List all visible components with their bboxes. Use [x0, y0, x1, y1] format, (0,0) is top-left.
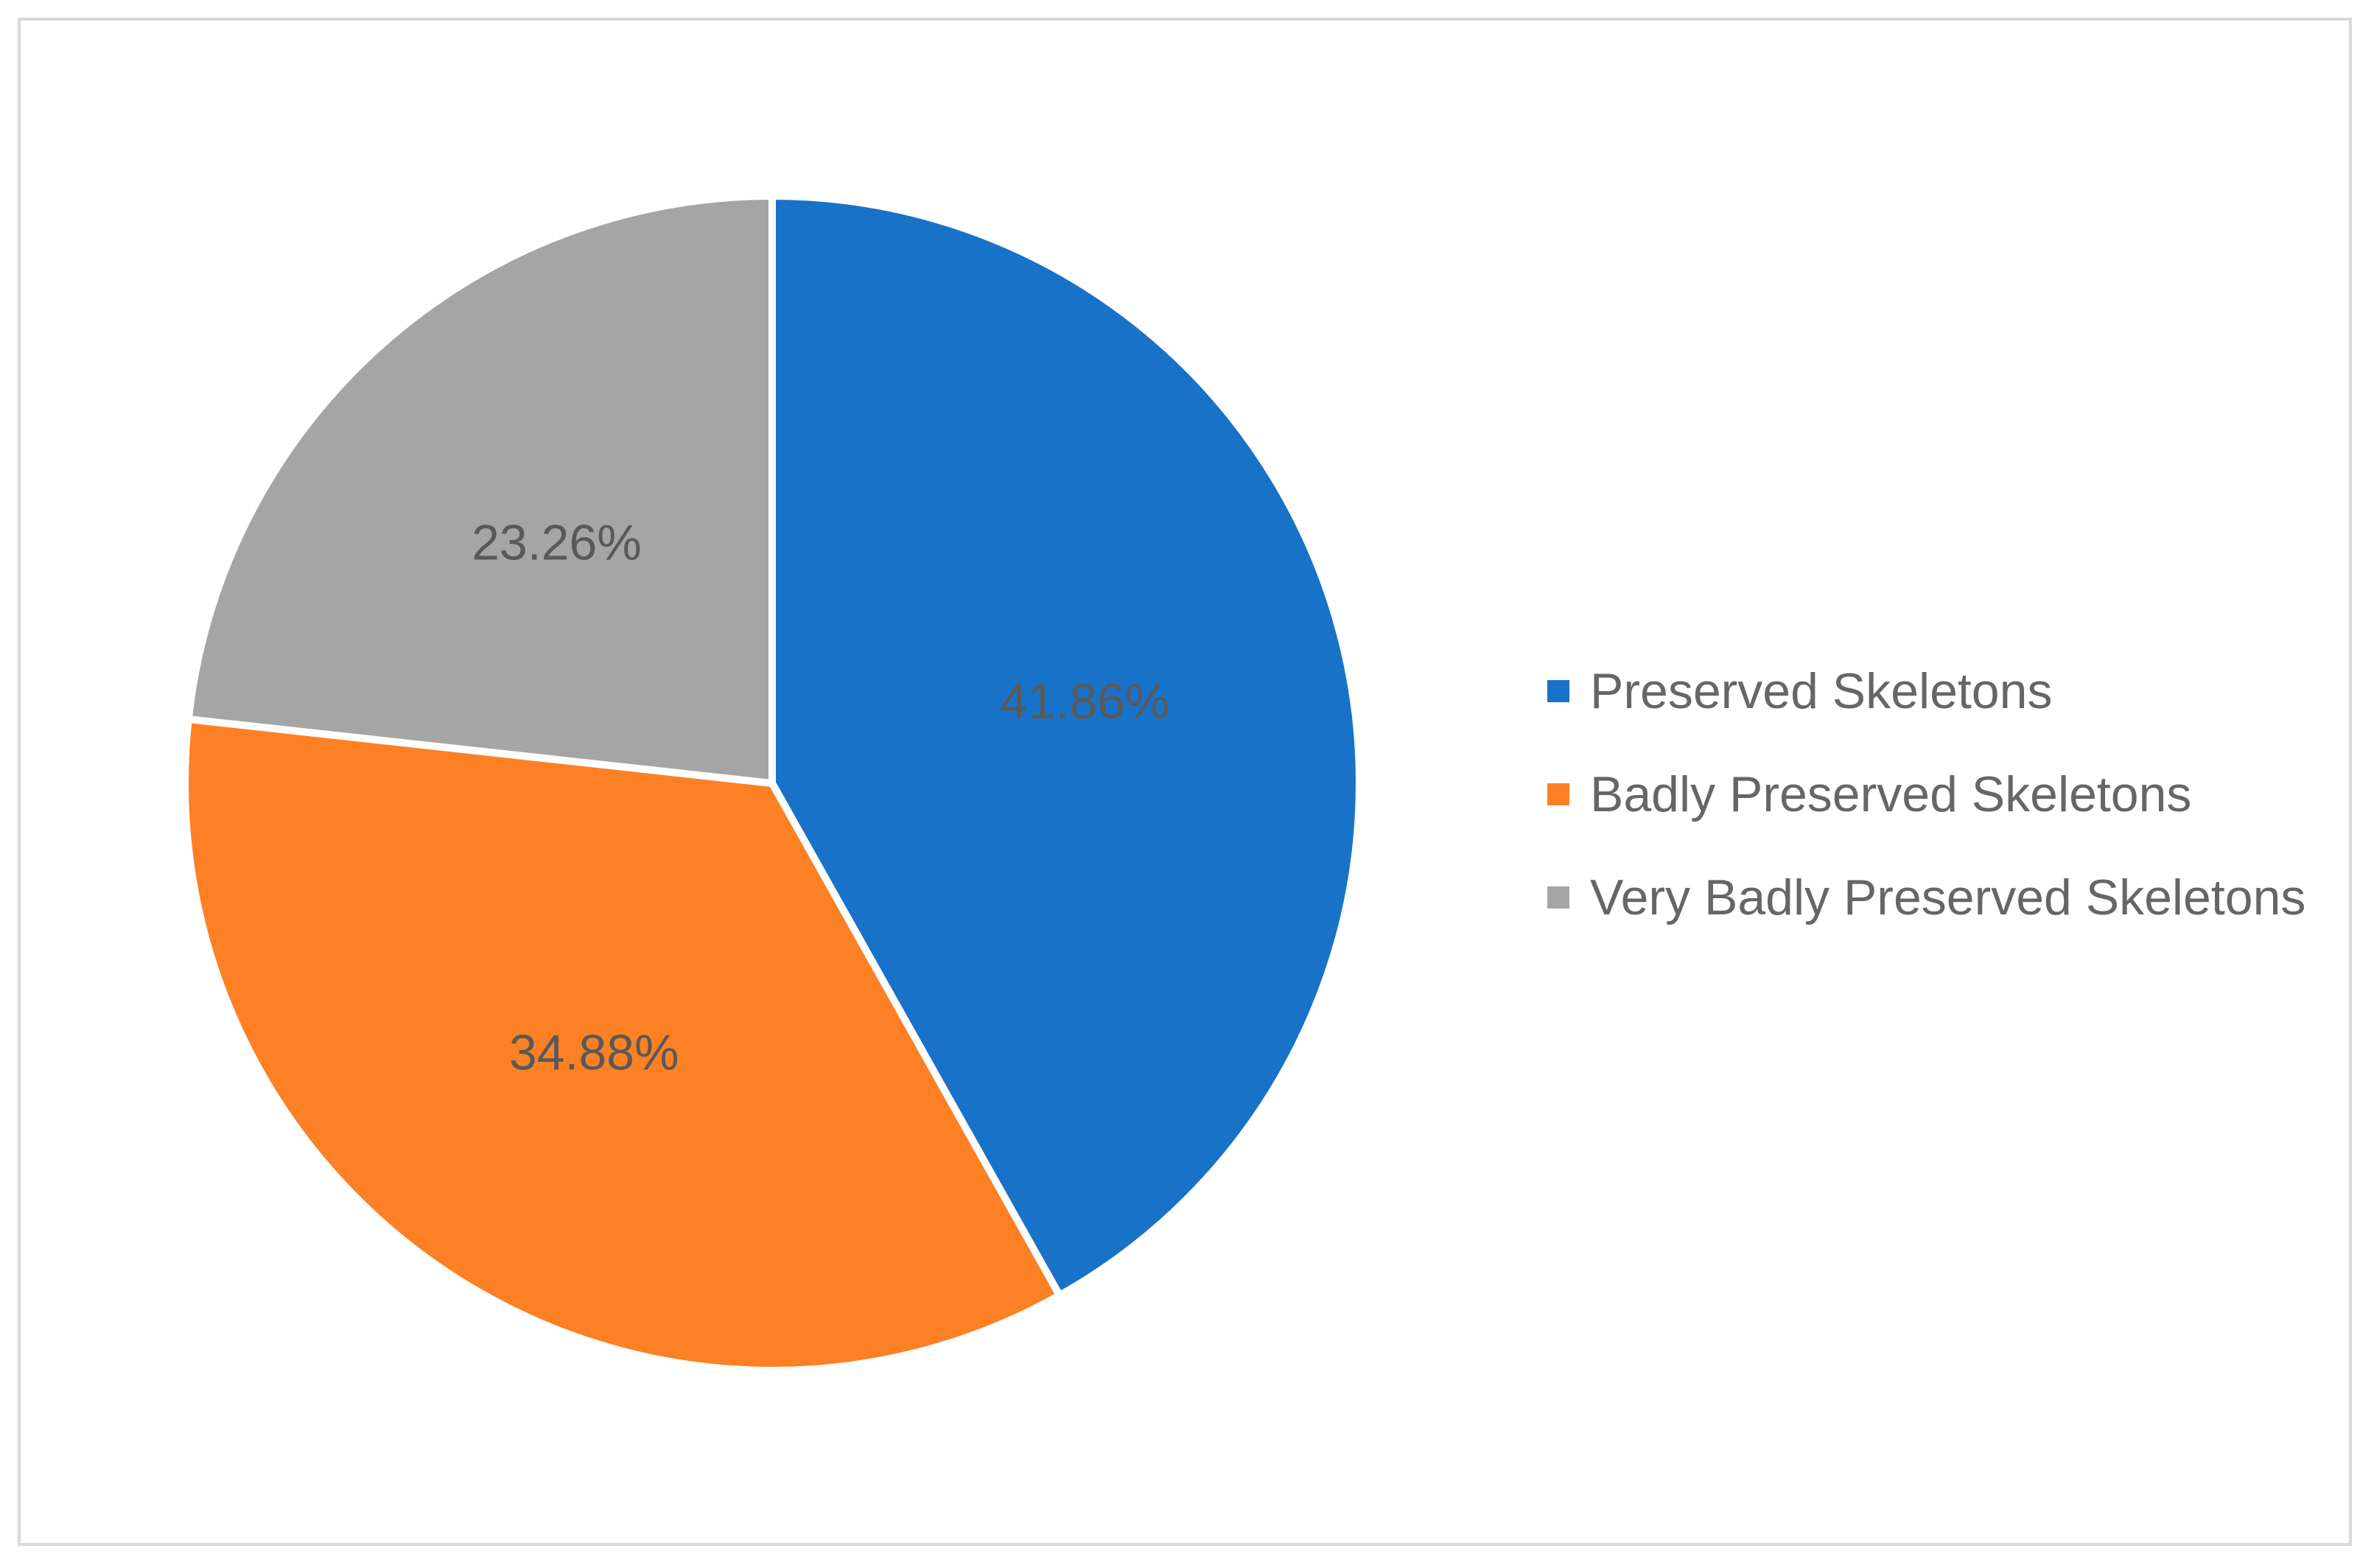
- legend-item-badly-preserved: Badly Preserved Skeletons: [1547, 743, 2343, 846]
- legend-item-preserved: Preserved Skeletons: [1547, 640, 2343, 743]
- legend-label-badly-preserved: Badly Preserved Skeletons: [1590, 766, 2192, 822]
- legend-label-preserved: Preserved Skeletons: [1590, 663, 2053, 719]
- legend-swatch-very-badly-preserved: [1547, 886, 1569, 909]
- slice-badly-preserved: [181, 715, 1064, 1374]
- legend-swatch-badly-preserved: [1547, 783, 1569, 805]
- slice-preserved: [768, 192, 1363, 1300]
- slice-very-badly-preserved: [184, 192, 776, 787]
- label-badly-preserved: 34.88%: [509, 1025, 679, 1081]
- label-very-badly-preserved: 23.26%: [472, 515, 642, 571]
- legend-label-very-badly-preserved: Very Badly Preserved Skeletons: [1590, 869, 2306, 925]
- label-preserved: 41.86%: [1000, 673, 1170, 729]
- legend: Preserved Skeletons Badly Preserved Skel…: [1547, 640, 2343, 949]
- legend-swatch-preserved: [1547, 680, 1569, 702]
- legend-item-very-badly-preserved: Very Badly Preserved Skeletons: [1547, 846, 2343, 949]
